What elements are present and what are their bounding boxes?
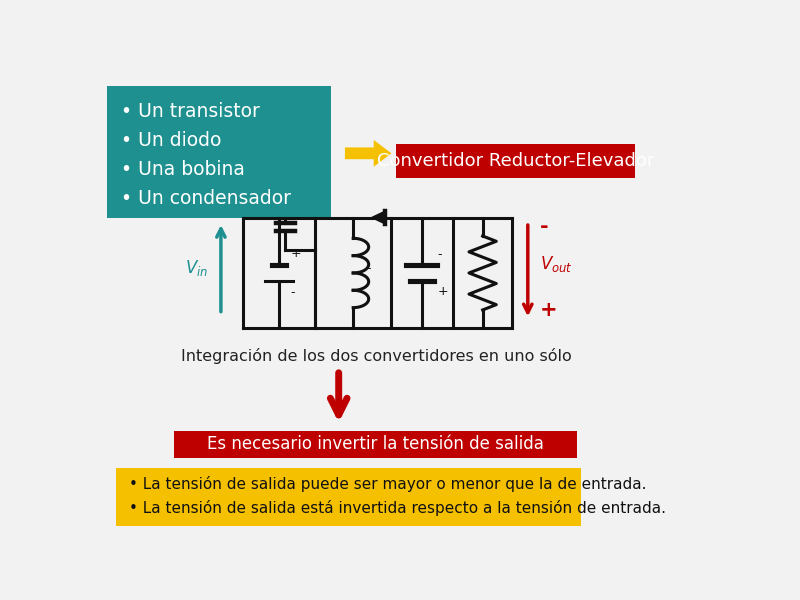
Text: • Un diodo: • Un diodo xyxy=(121,131,222,150)
FancyBboxPatch shape xyxy=(107,86,330,218)
Polygon shape xyxy=(663,35,800,571)
Text: • La tensión de salida puede ser mayor o menor que la de entrada.: • La tensión de salida puede ser mayor o… xyxy=(129,476,646,492)
Text: $V_{out}$: $V_{out}$ xyxy=(540,254,573,274)
Text: +: + xyxy=(540,300,558,320)
Text: Convertidor Reductor-Elevador: Convertidor Reductor-Elevador xyxy=(377,152,654,170)
Text: -: - xyxy=(438,248,442,261)
FancyBboxPatch shape xyxy=(174,431,578,458)
Text: +: + xyxy=(290,247,301,260)
Text: $V_{in}$: $V_{in}$ xyxy=(185,259,208,278)
Text: • La tensión de salida está invertida respecto a la tensión de entrada.: • La tensión de salida está invertida re… xyxy=(129,500,666,516)
Text: -: - xyxy=(367,262,371,275)
Polygon shape xyxy=(345,140,391,167)
FancyBboxPatch shape xyxy=(396,143,635,178)
Text: -: - xyxy=(540,217,549,237)
Text: • Un condensador: • Un condensador xyxy=(121,189,291,208)
Text: Integración de los dos convertidores en uno sólo: Integración de los dos convertidores en … xyxy=(181,348,571,364)
Text: +: + xyxy=(438,285,448,298)
Text: • Una bobina: • Una bobina xyxy=(121,160,245,179)
Text: • Un transistor: • Un transistor xyxy=(121,102,260,121)
Text: -: - xyxy=(290,286,294,299)
Polygon shape xyxy=(372,211,386,224)
Text: Es necesario invertir la tensión de salida: Es necesario invertir la tensión de sali… xyxy=(207,436,544,454)
FancyBboxPatch shape xyxy=(115,468,581,526)
